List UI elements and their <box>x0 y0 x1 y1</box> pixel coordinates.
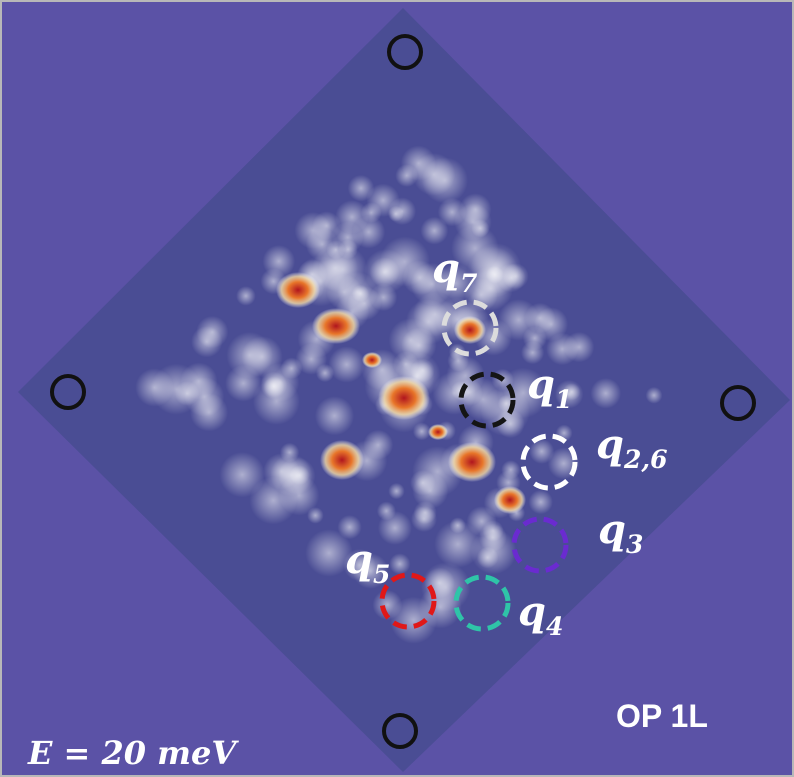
q-circle <box>520 433 578 491</box>
speckle <box>529 438 555 464</box>
speckle <box>420 216 449 245</box>
speckle <box>389 553 411 575</box>
speckle <box>521 341 545 365</box>
q-circle <box>453 574 511 632</box>
bragg-circles <box>50 34 756 749</box>
speckle <box>135 368 174 407</box>
hot-spot <box>428 424 448 440</box>
speckle <box>262 244 296 278</box>
q-label: q3 <box>598 506 643 559</box>
speckle <box>459 193 492 226</box>
hot-spot <box>320 440 364 480</box>
hot-spot <box>276 272 320 308</box>
speckle <box>446 356 485 395</box>
speckle <box>289 465 310 486</box>
speckle <box>645 386 663 404</box>
speckle <box>307 507 324 524</box>
speckle <box>305 529 353 577</box>
speckle <box>388 197 417 226</box>
bragg-circle <box>387 34 423 70</box>
speckle <box>501 460 521 480</box>
bragg-circle <box>382 713 418 749</box>
speckle <box>314 396 355 436</box>
speckle <box>563 331 595 363</box>
speckle <box>528 489 553 515</box>
hot-spot <box>378 376 430 420</box>
q-circle <box>511 516 569 574</box>
speckle <box>590 378 622 409</box>
speckle <box>337 515 362 540</box>
speckle <box>449 517 466 534</box>
q-circle <box>458 371 516 429</box>
speckle <box>388 318 433 363</box>
speckle <box>464 278 498 312</box>
speckle <box>376 501 396 521</box>
speckle <box>219 452 265 498</box>
speckle <box>225 365 262 402</box>
panel-label: OP 1L <box>616 698 708 734</box>
speckle <box>413 500 437 525</box>
speckle <box>260 363 300 402</box>
speckle <box>279 442 300 463</box>
hot-spot <box>312 308 360 344</box>
q-circle <box>379 572 437 630</box>
q-label: q4 <box>518 588 563 641</box>
speckle <box>388 482 405 500</box>
speckle <box>189 393 229 432</box>
speckle <box>369 283 398 312</box>
diffuse-intensity <box>135 145 663 644</box>
q-label: q1 <box>527 361 572 414</box>
bragg-circle <box>720 385 756 421</box>
speckle <box>421 562 471 612</box>
speckle <box>347 174 375 202</box>
q-circle <box>441 299 499 357</box>
hot-spot <box>494 486 526 514</box>
hot-spot <box>454 316 486 344</box>
energy-label: E = 20 meV <box>27 734 239 772</box>
speckle <box>379 236 430 287</box>
speckle <box>328 346 365 383</box>
q-label: q7 <box>432 245 478 298</box>
speckle <box>482 520 504 542</box>
q-label: q2,6 <box>596 421 667 474</box>
speckle <box>555 380 584 409</box>
speckle <box>412 153 456 196</box>
speckle <box>434 520 482 568</box>
speckle <box>476 546 499 569</box>
speckle <box>352 215 386 249</box>
speckle <box>338 239 358 260</box>
bragg-circle <box>50 374 86 410</box>
q-labels: q7 q1 q2,6 q3 q4 q5 <box>345 245 667 641</box>
speckle <box>437 197 467 227</box>
hot-spot <box>448 442 496 482</box>
hot-spot <box>362 352 382 368</box>
speckle <box>191 326 223 358</box>
q-label: q5 <box>345 536 390 589</box>
speckle <box>263 453 300 490</box>
speckle <box>236 286 256 306</box>
speckle <box>395 164 419 188</box>
hot-spots <box>276 272 526 514</box>
q-circles <box>379 299 578 632</box>
